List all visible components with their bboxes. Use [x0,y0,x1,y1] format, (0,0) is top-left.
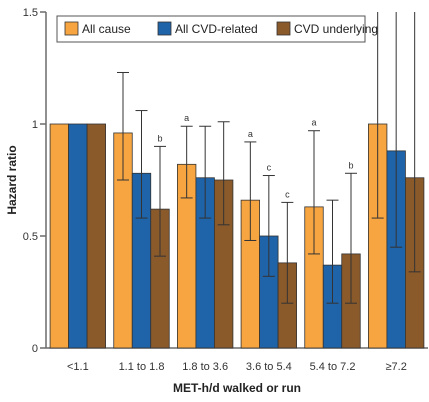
y-tick-label: 0 [32,343,38,355]
x-tick-label: 3.6 to 5.4 [246,361,292,373]
y-tick-label: 1 [32,119,38,131]
bar-all-cause-0 [49,123,69,349]
y-tick-label: 1.5 [23,7,38,19]
legend-swatch [276,21,291,36]
x-axis-label: MET-h/d walked or run [173,381,301,395]
x-ticks: <1.1 1.1 to 1.8 1.8 to 3.6 3.6 to 5.4 5.4 to… [67,361,407,373]
legend-label: All cause [82,22,131,36]
y-axis-label: Hazard ratio [5,145,19,214]
bar-all-cvd-related-0 [68,123,88,349]
x-tick-label: ≥7.2 [385,361,406,373]
legend-swatch [64,21,79,36]
significance-label: c [267,163,272,173]
significance-label: b [157,133,162,143]
legend: All cause All CVD-related CVD underlying [56,15,378,43]
significance-label: a [248,129,253,139]
significance-label: a [184,113,189,123]
x-tick-label: 1.8 to 3.6 [182,361,228,373]
legend-swatch [157,21,172,36]
y-ticks: 0 0.5 1 1.5 [23,7,46,355]
x-tick-label: 1.1 to 1.8 [119,361,165,373]
legend-label: All CVD-related [175,22,258,36]
significance-labels: b a a c c a b [157,113,353,199]
y-tick-label: 0.5 [23,231,38,243]
significance-label: c [285,189,290,199]
bars [49,123,425,349]
error-bars [117,12,421,304]
significance-label: a [311,118,316,128]
significance-label: b [348,160,353,170]
bar-cvd-underlying-0 [86,123,106,349]
legend-box [56,15,366,43]
axes [45,12,428,349]
x-tick-label: <1.1 [67,361,89,373]
x-tick-label: 5.4 to 7.2 [310,361,356,373]
legend-label: CVD underlying [294,22,378,36]
